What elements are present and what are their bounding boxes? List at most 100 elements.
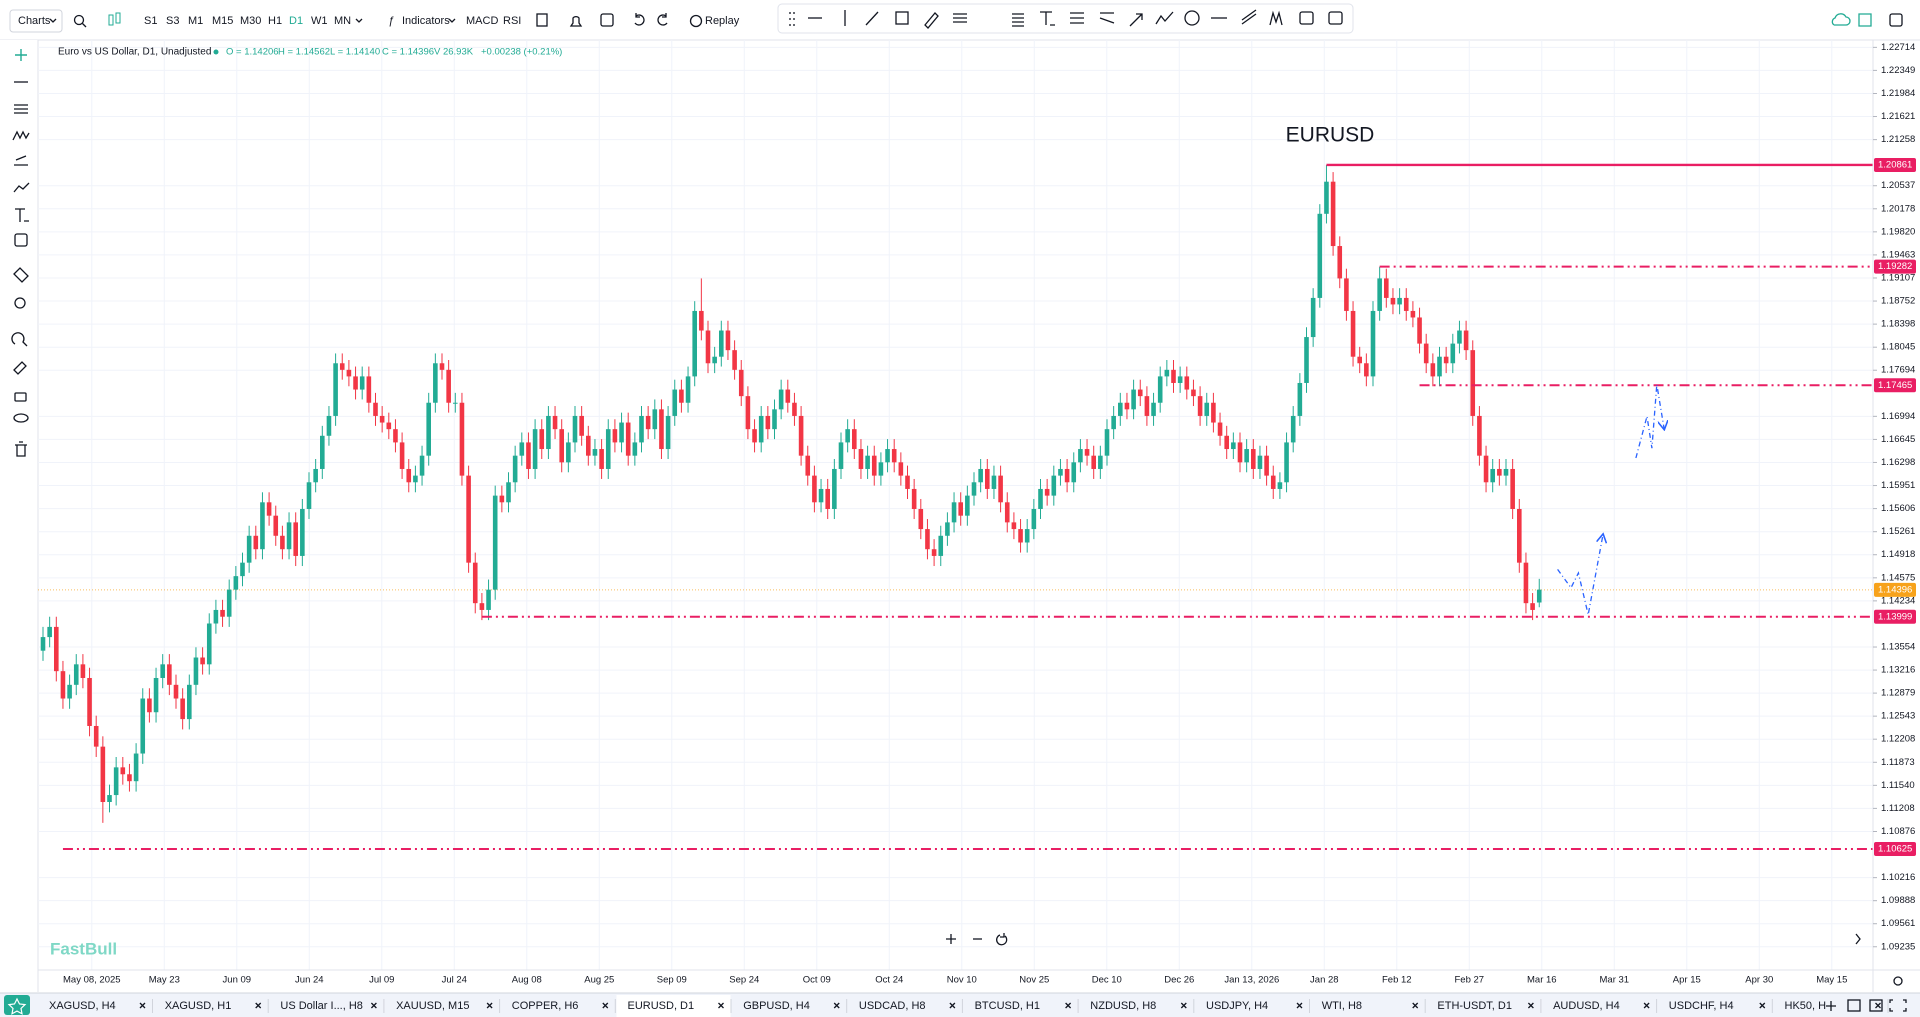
timeframe-button[interactable]: D1 <box>289 15 303 27</box>
lock-drawing-tool[interactable] <box>13 361 27 375</box>
tab[interactable]: COPPER, H6 <box>512 999 616 1013</box>
tab-close[interactable] <box>949 1002 956 1009</box>
crosshair-tool[interactable] <box>15 49 27 61</box>
x-tick-label: Jun 09 <box>223 975 252 986</box>
study-button[interactable]: RSI <box>503 15 521 27</box>
tab[interactable]: HK50, H <box>1785 999 1889 1013</box>
prediction-tool[interactable] <box>14 155 28 166</box>
tab-close[interactable] <box>1412 1002 1419 1009</box>
candle-body <box>652 409 658 430</box>
timeframe-button[interactable]: M15 <box>212 15 233 27</box>
candle-body <box>725 330 731 351</box>
tab[interactable]: NZDUSD, H8 <box>1090 999 1195 1013</box>
fib-tool[interactable] <box>1012 13 1024 27</box>
candle-body <box>1118 402 1123 416</box>
rect-tool[interactable] <box>895 11 909 25</box>
note-tool[interactable] <box>1299 11 1314 25</box>
pitchfork-tool[interactable] <box>1070 12 1084 24</box>
tab-close[interactable] <box>1759 1002 1766 1009</box>
trend-tool[interactable] <box>865 11 879 26</box>
visibility-tool[interactable] <box>13 413 29 423</box>
circle-tool[interactable] <box>1184 10 1200 26</box>
tab[interactable]: USDCAD, H8 <box>859 999 963 1013</box>
timeframe-button[interactable]: W1 <box>311 15 328 27</box>
tab[interactable]: ETH-USDT, D1 <box>1437 999 1542 1013</box>
zoom-tool[interactable] <box>14 297 26 309</box>
indicators-button[interactable]: ƒ Indicators <box>388 15 456 27</box>
tab[interactable]: XAGUSD, H1 <box>165 999 269 1013</box>
tab[interactable]: AUDUSD, H4 <box>1553 999 1658 1013</box>
menu-button[interactable]: Charts <box>9 9 63 33</box>
parallel-tool[interactable] <box>1241 9 1257 25</box>
text-tool[interactable] <box>15 208 29 222</box>
tab[interactable]: BTCUSD, H1 <box>975 999 1079 1013</box>
tab[interactable]: XAGUSD, H4 <box>49 999 153 1013</box>
text-tool[interactable] <box>1040 11 1055 26</box>
timeframe-button[interactable]: M30 <box>240 15 261 27</box>
tab-close[interactable] <box>255 1002 262 1009</box>
tab-close[interactable] <box>833 1002 840 1009</box>
tab[interactable]: EURUSD, D1 <box>616 995 732 1017</box>
cloud-icon[interactable] <box>1831 13 1851 26</box>
tab-close[interactable] <box>1180 1002 1187 1009</box>
tab[interactable]: WTI, H8 <box>1322 999 1426 1013</box>
tab[interactable]: XAUUSD, M15 <box>396 999 501 1013</box>
search-button[interactable] <box>73 14 87 28</box>
study-button[interactable]: MACD <box>466 15 498 27</box>
favorites[interactable] <box>4 995 30 1015</box>
delete-tool[interactable] <box>15 441 27 457</box>
tab-close[interactable] <box>486 1002 493 1009</box>
tab-close[interactable] <box>718 1002 724 1009</box>
layout-icon[interactable] <box>1847 999 1861 1012</box>
axis-settings[interactable] <box>1893 976 1903 986</box>
path-tool[interactable] <box>1155 11 1174 25</box>
channel-tool[interactable] <box>953 13 967 23</box>
reset-zoom[interactable] <box>996 933 1008 946</box>
magnet-tool[interactable] <box>11 332 28 347</box>
timeframe-button[interactable]: M1 <box>188 15 203 27</box>
replay-button[interactable]: Replay <box>689 14 740 28</box>
timeframe-button[interactable]: MN <box>334 15 351 27</box>
redo-icon[interactable] <box>657 13 668 26</box>
timeframe-button[interactable]: H1 <box>268 15 282 27</box>
calendar-icon[interactable] <box>600 13 614 27</box>
chart-type-button[interactable] <box>108 12 121 26</box>
undo-icon[interactable] <box>634 13 645 26</box>
lock-tool[interactable] <box>14 392 27 402</box>
tab-close[interactable] <box>370 1002 377 1009</box>
scroll-right[interactable] <box>1855 933 1861 945</box>
layout-icon[interactable] <box>1889 13 1903 27</box>
window-icon[interactable] <box>1869 999 1883 1012</box>
tab-close[interactable] <box>1065 1002 1072 1009</box>
tab[interactable]: USDCHF, H4 <box>1669 999 1773 1013</box>
tab[interactable]: GBPUSD, H4 <box>743 999 848 1013</box>
zoom-in[interactable] <box>946 934 956 944</box>
arrow-tool[interactable] <box>1129 13 1143 27</box>
drag-handle[interactable] <box>789 12 795 26</box>
new-tab[interactable] <box>1826 1001 1836 1011</box>
emoji-tool[interactable] <box>1328 11 1343 25</box>
share-icon[interactable] <box>1858 13 1872 27</box>
template-icon[interactable] <box>536 13 548 27</box>
tab-close[interactable] <box>1643 1002 1650 1009</box>
icon-tool[interactable] <box>14 233 28 247</box>
tab[interactable]: US Dollar I..., H8 <box>280 999 385 1013</box>
timeframe-button[interactable]: S1 <box>144 15 157 27</box>
tab[interactable]: USDJPY, H4 <box>1206 999 1310 1013</box>
fib-tool[interactable] <box>14 104 28 114</box>
tab-close[interactable] <box>1527 1002 1534 1009</box>
alert-icon[interactable] <box>569 16 583 27</box>
gann-tool[interactable] <box>1099 12 1115 24</box>
candle-body <box>1344 278 1349 311</box>
tab-close[interactable] <box>1296 1002 1303 1009</box>
ruler-tool[interactable] <box>13 267 29 283</box>
fullscreen-icon[interactable] <box>1889 999 1907 1012</box>
trend-tool[interactable] <box>13 182 30 193</box>
tab-close[interactable] <box>602 1002 609 1009</box>
tab-close[interactable] <box>1875 1002 1881 1009</box>
tab-close[interactable] <box>139 1002 146 1009</box>
brush-tool[interactable] <box>924 12 939 29</box>
pattern-tool[interactable] <box>12 130 30 141</box>
timeframe-button[interactable]: S3 <box>166 15 179 27</box>
pattern-tool[interactable] <box>1269 10 1283 26</box>
